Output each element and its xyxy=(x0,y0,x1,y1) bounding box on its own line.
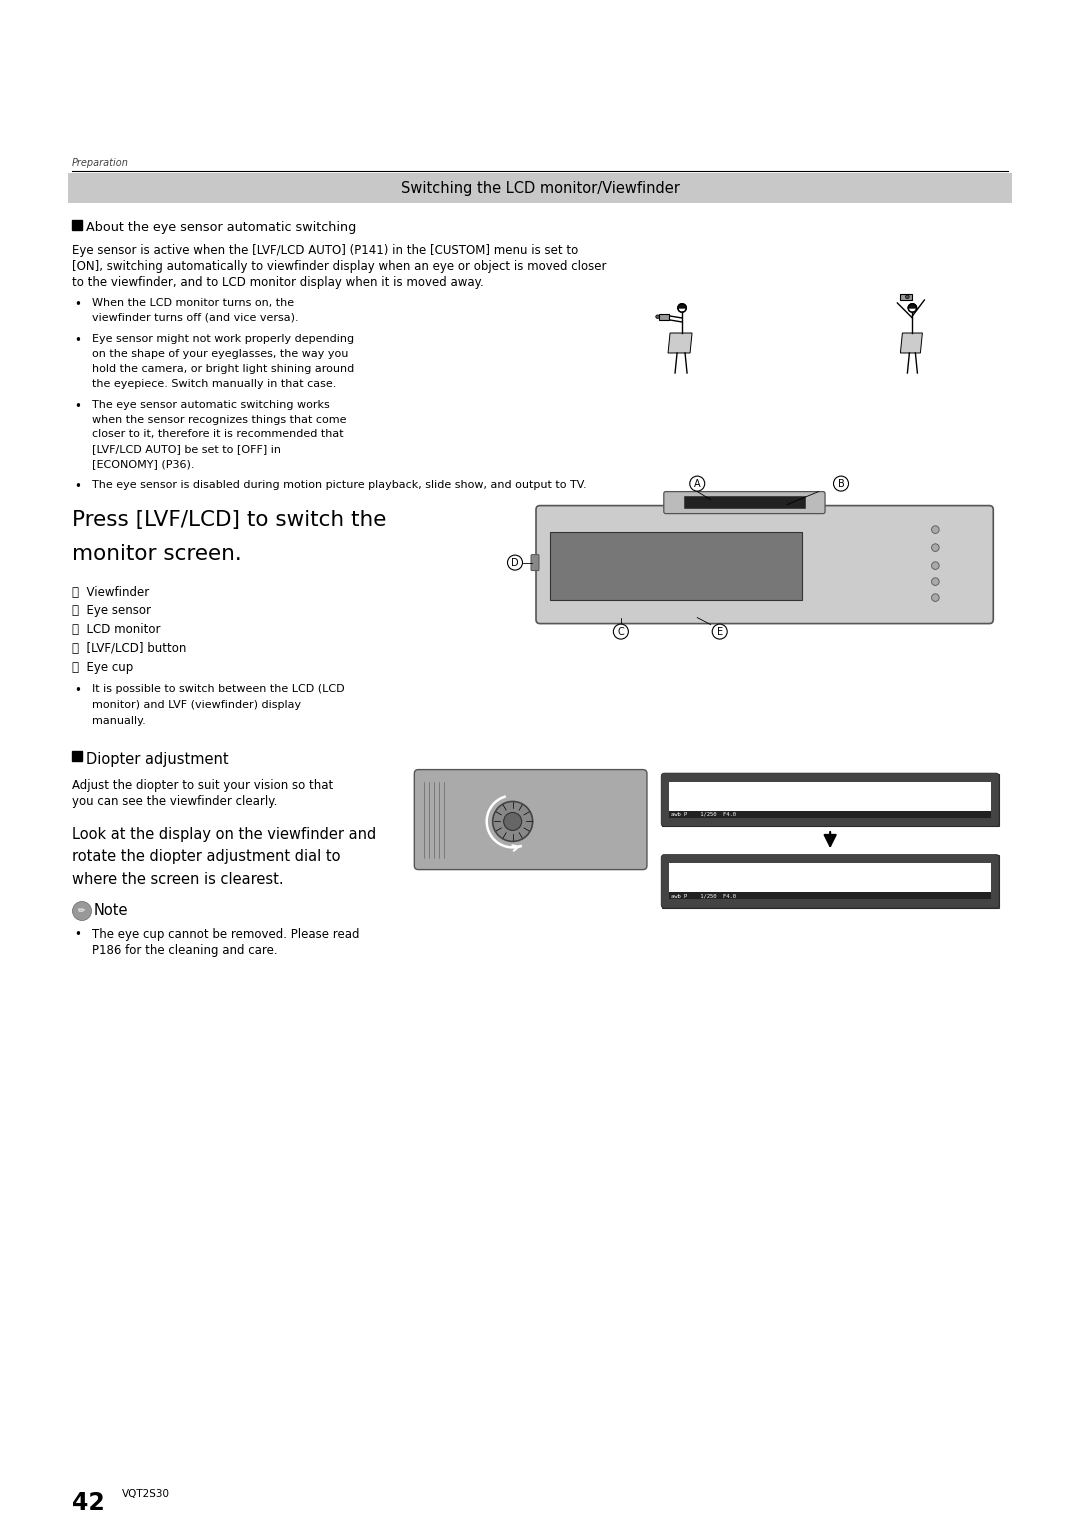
Text: [ECONOMY] (P36).: [ECONOMY] (P36). xyxy=(92,459,194,468)
Text: monitor) and LVF (viewfinder) display: monitor) and LVF (viewfinder) display xyxy=(92,699,301,710)
Text: when the sensor recognizes things that come: when the sensor recognizes things that c… xyxy=(92,415,347,424)
Text: manually.: manually. xyxy=(92,716,146,725)
Bar xyxy=(670,810,991,818)
Circle shape xyxy=(834,476,849,491)
FancyBboxPatch shape xyxy=(415,769,647,870)
Circle shape xyxy=(908,304,917,313)
Text: It is possible to switch between the LCD (LCD: It is possible to switch between the LCD… xyxy=(92,684,345,694)
Bar xyxy=(901,293,913,301)
Text: viewfinder turns off (and vice versa).: viewfinder turns off (and vice versa). xyxy=(92,313,299,324)
Text: About the eye sensor automatic switching: About the eye sensor automatic switching xyxy=(86,221,356,233)
Text: rotate the diopter adjustment dial to: rotate the diopter adjustment dial to xyxy=(72,850,340,864)
Text: [ON], switching automatically to viewfinder display when an eye or object is mov: [ON], switching automatically to viewfin… xyxy=(72,259,607,273)
Text: where the screen is clearest.: where the screen is clearest. xyxy=(72,873,284,887)
Text: Note: Note xyxy=(94,903,129,919)
Bar xyxy=(670,781,991,818)
Polygon shape xyxy=(901,333,922,353)
Text: you can see the viewfinder clearly.: you can see the viewfinder clearly. xyxy=(72,795,278,807)
Text: Adjust the diopter to suit your vision so that: Adjust the diopter to suit your vision s… xyxy=(72,778,334,792)
Text: The eye sensor automatic switching works: The eye sensor automatic switching works xyxy=(92,400,329,410)
Circle shape xyxy=(932,562,940,569)
Text: Ⓒ  LCD monitor: Ⓒ LCD monitor xyxy=(72,623,161,636)
Text: Look at the display on the viewfinder and: Look at the display on the viewfinder an… xyxy=(72,827,376,842)
FancyBboxPatch shape xyxy=(536,505,994,624)
Circle shape xyxy=(72,902,92,920)
Circle shape xyxy=(492,801,532,841)
Text: the eyepiece. Switch manually in that case.: the eyepiece. Switch manually in that ca… xyxy=(92,378,336,389)
Circle shape xyxy=(932,578,940,586)
Text: •: • xyxy=(75,684,81,696)
Polygon shape xyxy=(908,304,917,308)
Bar xyxy=(68,172,1012,203)
Text: Ⓓ  [LVF/LCD] button: Ⓓ [LVF/LCD] button xyxy=(72,642,187,655)
Circle shape xyxy=(613,624,629,639)
Circle shape xyxy=(712,624,727,639)
Text: Switching the LCD monitor/Viewfinder: Switching the LCD monitor/Viewfinder xyxy=(401,180,679,195)
Text: 42: 42 xyxy=(72,1491,105,1515)
Bar xyxy=(550,531,801,600)
Text: D: D xyxy=(511,557,518,568)
Text: •: • xyxy=(75,481,81,493)
Circle shape xyxy=(508,555,523,571)
Bar xyxy=(662,855,999,908)
Text: The eye sensor is disabled during motion picture playback, slide show, and outpu: The eye sensor is disabled during motion… xyxy=(92,481,586,490)
Circle shape xyxy=(932,526,940,534)
Text: awb P    1/250  F4.0: awb P 1/250 F4.0 xyxy=(671,812,735,816)
Text: C: C xyxy=(618,627,624,636)
Polygon shape xyxy=(669,333,692,353)
Circle shape xyxy=(678,304,686,313)
Text: B: B xyxy=(838,479,845,488)
FancyBboxPatch shape xyxy=(661,774,999,827)
Text: closer to it, therefore it is recommended that: closer to it, therefore it is recommende… xyxy=(92,429,343,439)
Text: VQT2S30: VQT2S30 xyxy=(122,1489,170,1499)
Text: When the LCD monitor turns on, the: When the LCD monitor turns on, the xyxy=(92,298,294,308)
Text: Ⓑ  Eye sensor: Ⓑ Eye sensor xyxy=(72,604,151,618)
Bar xyxy=(659,313,669,320)
Text: A: A xyxy=(694,479,701,488)
Text: •: • xyxy=(75,928,81,942)
Text: •: • xyxy=(75,298,81,311)
Text: The eye cup cannot be removed. Please read: The eye cup cannot be removed. Please re… xyxy=(92,928,360,942)
Text: to the viewfinder, and to LCD monitor display when it is moved away.: to the viewfinder, and to LCD monitor di… xyxy=(72,276,484,288)
Text: Eye sensor is active when the [LVF/LCD AUTO] (P141) in the [CUSTOM] menu is set : Eye sensor is active when the [LVF/LCD A… xyxy=(72,244,578,256)
Circle shape xyxy=(503,812,522,830)
FancyBboxPatch shape xyxy=(531,554,539,571)
Circle shape xyxy=(906,295,909,299)
Circle shape xyxy=(932,594,940,601)
Text: P186 for the cleaning and care.: P186 for the cleaning and care. xyxy=(92,945,278,957)
Text: •: • xyxy=(75,334,81,346)
Text: Press [LVF/LCD] to switch the: Press [LVF/LCD] to switch the xyxy=(72,510,387,530)
Text: Diopter adjustment: Diopter adjustment xyxy=(86,752,229,766)
Bar xyxy=(684,496,805,508)
Circle shape xyxy=(690,476,705,491)
Text: Ⓔ  Eye cup: Ⓔ Eye cup xyxy=(72,661,133,674)
Polygon shape xyxy=(678,304,686,308)
Text: monitor screen.: monitor screen. xyxy=(72,543,242,563)
Circle shape xyxy=(932,543,940,551)
Bar xyxy=(72,751,82,760)
FancyBboxPatch shape xyxy=(661,855,999,908)
Text: awb P    1/250  F4.0: awb P 1/250 F4.0 xyxy=(671,893,735,899)
Text: Preparation: Preparation xyxy=(72,159,129,168)
Circle shape xyxy=(656,314,660,319)
Bar xyxy=(670,893,991,899)
Text: [LVF/LCD AUTO] be set to [OFF] in: [LVF/LCD AUTO] be set to [OFF] in xyxy=(92,444,281,455)
Bar xyxy=(670,864,991,899)
Text: on the shape of your eyeglasses, the way you: on the shape of your eyeglasses, the way… xyxy=(92,349,349,359)
Text: ✏: ✏ xyxy=(78,906,85,916)
Bar xyxy=(662,774,999,826)
Bar xyxy=(72,220,82,230)
Text: Ⓐ  Viewfinder: Ⓐ Viewfinder xyxy=(72,586,149,598)
Text: hold the camera, or bright light shining around: hold the camera, or bright light shining… xyxy=(92,363,354,374)
Text: •: • xyxy=(75,400,81,414)
Text: Eye sensor might not work properly depending: Eye sensor might not work properly depen… xyxy=(92,334,354,343)
FancyBboxPatch shape xyxy=(664,491,825,514)
Text: E: E xyxy=(717,627,723,636)
